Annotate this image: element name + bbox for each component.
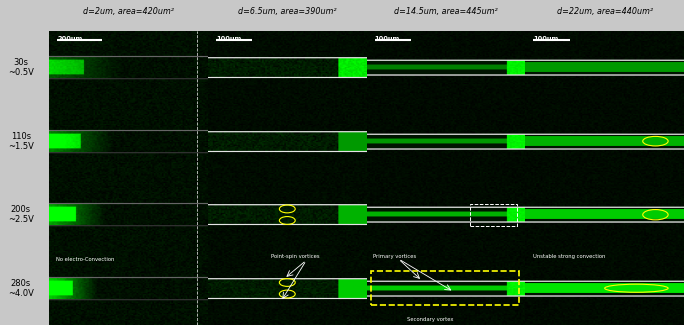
Text: 200um: 200um (57, 36, 83, 42)
Text: 200s: 200s (11, 205, 31, 214)
Text: ~0.5V: ~0.5V (8, 68, 34, 77)
Text: 110s: 110s (11, 132, 31, 140)
Text: d=22um, area=440um²: d=22um, area=440um² (557, 7, 653, 16)
Text: 100um: 100um (534, 36, 559, 42)
Text: ~2.5V: ~2.5V (8, 215, 34, 224)
Text: d=2um, area=420um²: d=2um, area=420um² (83, 7, 174, 16)
Text: Point-spin vortices: Point-spin vortices (271, 254, 319, 259)
Text: Unstable strong convection: Unstable strong convection (534, 254, 605, 259)
Text: 30s: 30s (13, 58, 28, 67)
Text: d=6.5um, area=390um²: d=6.5um, area=390um² (238, 7, 337, 16)
Text: ~4.0V: ~4.0V (8, 289, 34, 298)
Text: 100um: 100um (216, 36, 241, 42)
Text: No electro-Convection: No electro-Convection (55, 257, 114, 262)
Text: 100um: 100um (375, 36, 400, 42)
Text: 280s: 280s (10, 279, 31, 288)
Text: Secondary vortex: Secondary vortex (407, 317, 453, 322)
Text: Primary vortices: Primary vortices (373, 254, 417, 259)
Text: ~1.5V: ~1.5V (8, 142, 34, 151)
Text: d=14.5um, area=445um²: d=14.5um, area=445um² (394, 7, 498, 16)
Bar (371, 271, 519, 305)
Bar (470, 204, 517, 226)
